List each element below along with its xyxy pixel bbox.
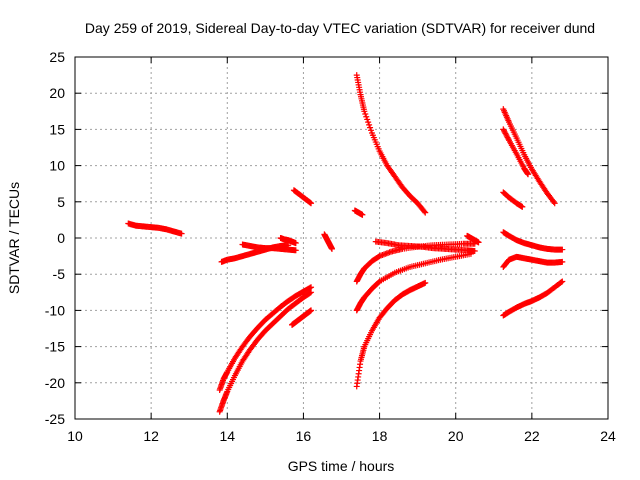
y-tick-label: 20: [49, 85, 65, 101]
data-point: [550, 198, 557, 205]
series-15: [464, 232, 482, 246]
data-point: [559, 258, 566, 265]
y-tick-labels: 25 20 15 10 5 0 -5 -10 -15 -20 -25: [45, 49, 65, 427]
series-3: [277, 235, 299, 247]
data-point: [421, 208, 428, 215]
y-tick-label: 0: [57, 230, 65, 246]
data-point: [363, 113, 370, 120]
y-tick-label: -15: [45, 339, 65, 355]
y-tick-label: 25: [49, 49, 65, 65]
series-10: [351, 207, 366, 218]
x-tick-label: 16: [296, 428, 312, 444]
data-point: [362, 111, 369, 118]
data-point: [365, 119, 372, 126]
data-point: [292, 240, 299, 247]
data-point: [361, 108, 368, 115]
data-point: [368, 127, 375, 134]
series-16: [500, 106, 558, 207]
series-7: [216, 289, 315, 415]
series-13: [353, 240, 478, 285]
series-2: [239, 241, 299, 254]
data-point: [308, 289, 315, 296]
data-point: [359, 211, 366, 218]
x-axis-label: GPS time / hours: [288, 458, 395, 474]
data-point: [475, 239, 482, 246]
series-12: [353, 250, 474, 314]
data-point: [364, 116, 371, 123]
data-point: [308, 284, 315, 291]
data-point: [422, 209, 429, 216]
series-8: [289, 307, 315, 328]
y-tick-label: -20: [45, 375, 65, 391]
series-14: [372, 238, 478, 255]
data-point: [422, 279, 429, 286]
data-point: [307, 289, 314, 296]
y-tick-label: -25: [45, 411, 65, 427]
y-tick-label: 15: [49, 121, 65, 137]
x-tick-label: 10: [67, 428, 83, 444]
series-19: [500, 229, 566, 253]
y-tick-label: -10: [45, 302, 65, 318]
x-tick-label: 24: [600, 428, 616, 444]
x-tick-label: 12: [143, 428, 159, 444]
series-4: [290, 187, 315, 207]
series-17: [500, 126, 532, 178]
data-point: [519, 203, 526, 210]
data-point: [308, 200, 315, 207]
data-point: [551, 200, 558, 207]
series-21: [500, 278, 566, 319]
series-5: [321, 231, 335, 252]
series-18: [500, 189, 526, 210]
x-tick-label: 14: [219, 428, 235, 444]
data-point: [559, 278, 566, 285]
x-tick-label: 22: [524, 428, 540, 444]
series-11: [353, 279, 429, 390]
data-point: [471, 248, 478, 255]
x-tick-label: 18: [372, 428, 388, 444]
data-marks: [125, 72, 566, 415]
y-tick-label: -5: [53, 266, 66, 282]
chart-title: Day 259 of 2019, Sidereal Day-to-day VTE…: [85, 20, 595, 36]
y-tick-label: 10: [49, 158, 65, 174]
series-20: [500, 253, 566, 270]
x-tick-labels: 10 12 14 16 18 20 22 24: [67, 428, 616, 444]
axis-ticks: [74, 56, 609, 420]
y-axis-label: SDTVAR / TECUs: [6, 182, 22, 294]
data-point: [505, 135, 512, 142]
data-point: [308, 307, 315, 314]
series-0: [125, 220, 185, 237]
y-tick-label: 5: [57, 194, 65, 210]
grid: [75, 57, 608, 419]
data-point: [559, 246, 566, 253]
series-6: [216, 284, 315, 394]
data-point: [366, 121, 373, 128]
series-9: [353, 72, 429, 216]
data-point: [558, 279, 565, 286]
data-point: [178, 230, 185, 237]
data-point: [525, 171, 532, 178]
data-point: [292, 247, 299, 254]
x-tick-label: 20: [448, 428, 464, 444]
data-point: [367, 124, 374, 131]
data-point: [328, 245, 335, 252]
